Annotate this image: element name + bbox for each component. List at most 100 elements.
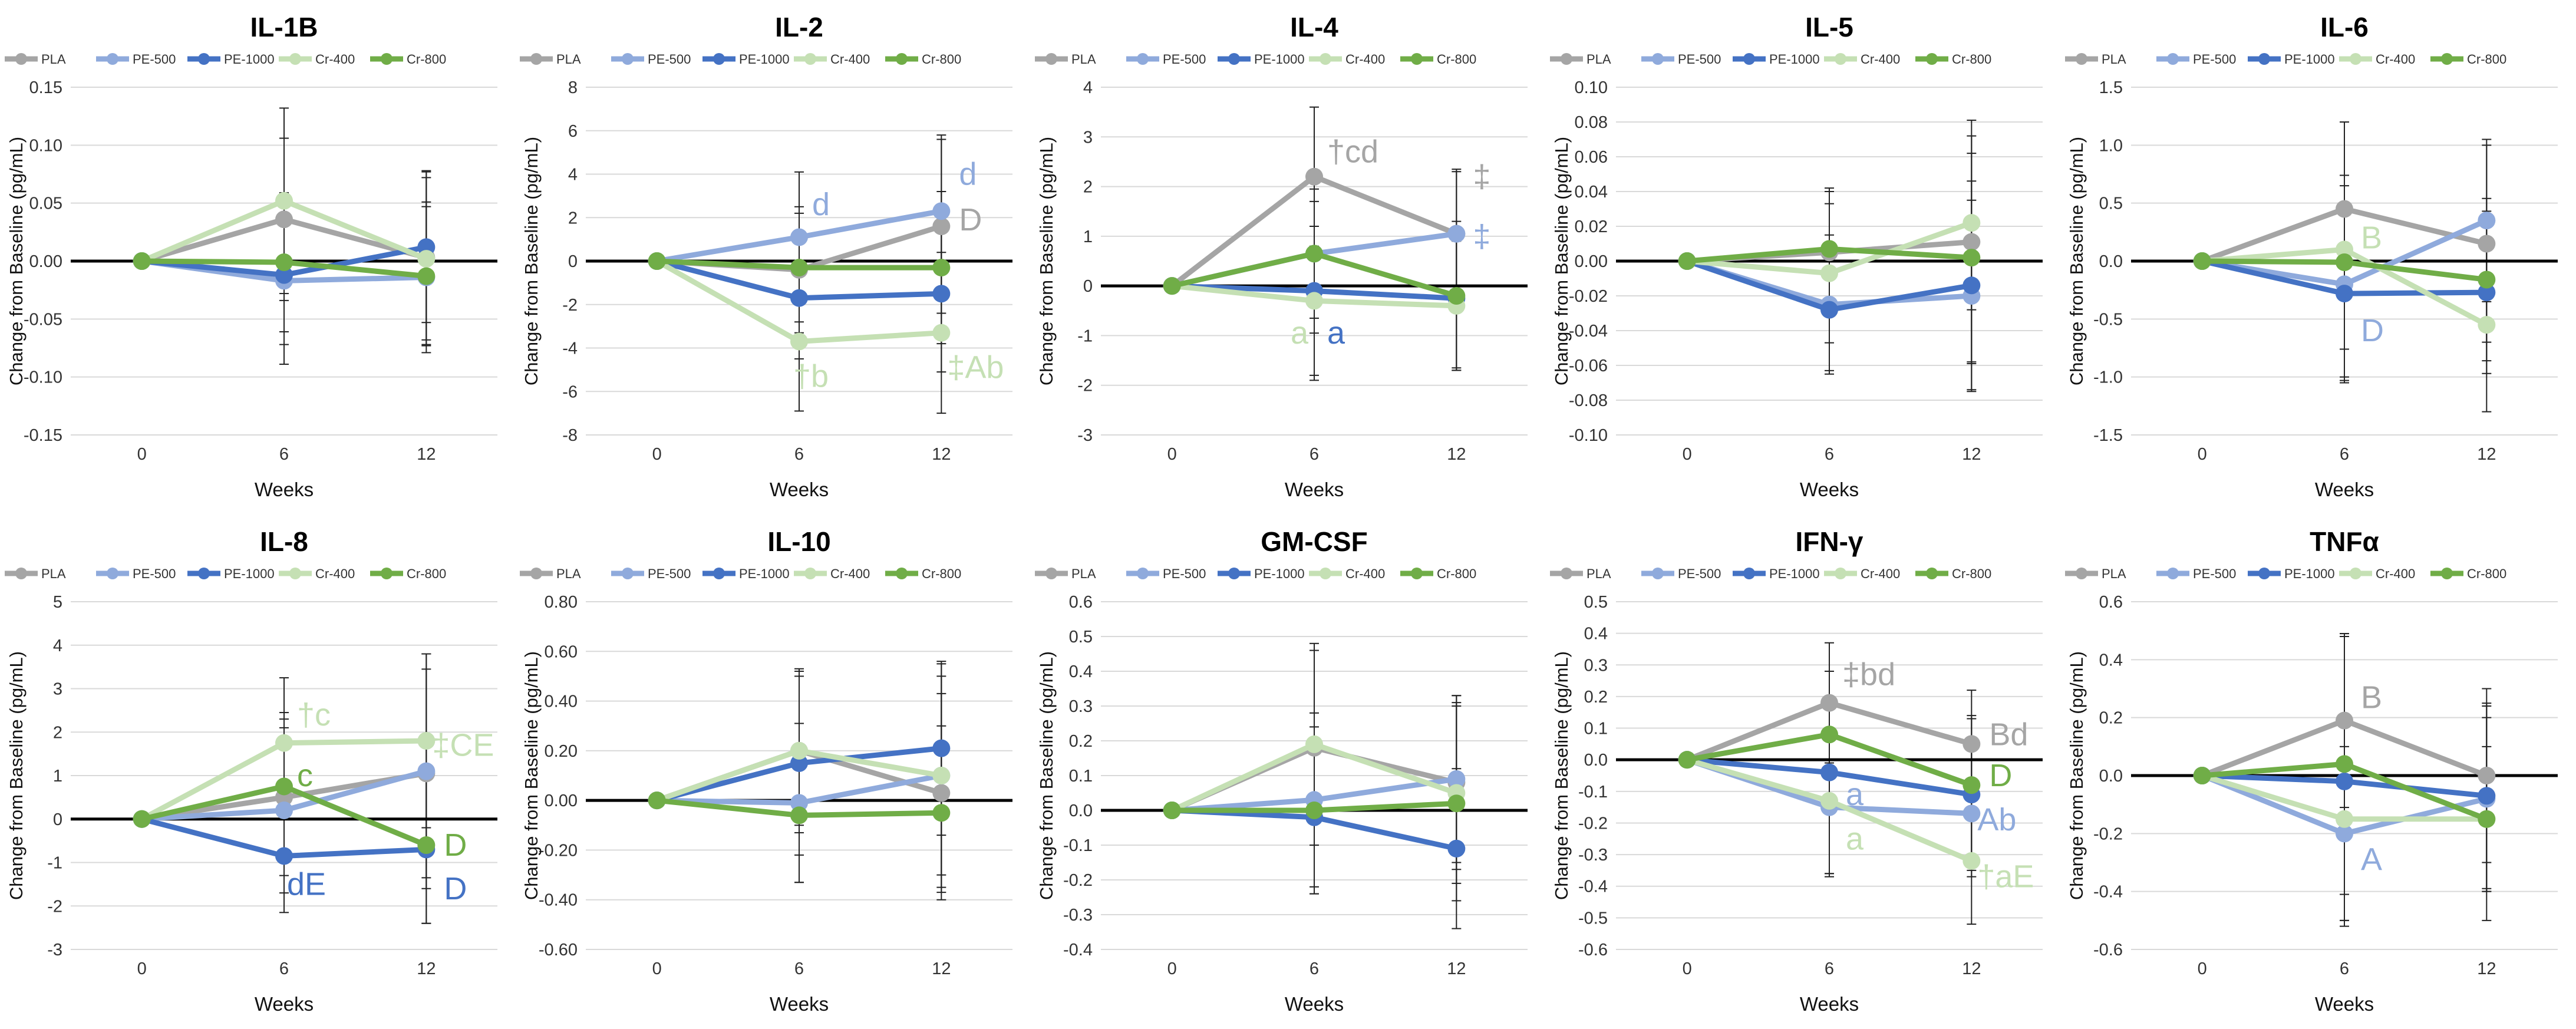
legend: PLA PE-500 PE-1000 Cr-400 Cr-800	[5, 52, 446, 67]
data-point	[2478, 787, 2496, 805]
legend-label: Cr-800	[1437, 566, 1476, 581]
legend-item-cr-800: Cr-800	[1915, 566, 1991, 581]
legend-label: Cr-400	[2376, 566, 2415, 581]
chart-title: IL-1B	[250, 12, 318, 42]
y-tick-label: -0.2	[2093, 824, 2123, 843]
x-axis-title: Weeks	[770, 479, 829, 500]
legend-item-pe-500: PE-500	[611, 566, 691, 581]
legend-label: Cr-800	[407, 566, 446, 581]
legend-item-pla: PLA	[1550, 52, 1611, 67]
y-axis-title: Change from Baseline (pg/mL)	[2066, 651, 2087, 900]
legend-label: PE-1000	[2284, 52, 2335, 67]
y-tick-label: 0.0	[1584, 751, 1608, 770]
legend-item-pe-500: PE-500	[611, 52, 691, 67]
data-point	[2478, 212, 2496, 230]
x-tick-label: 12	[1962, 445, 1981, 464]
x-axis-title: Weeks	[1285, 993, 1344, 1015]
data-point	[1447, 287, 1466, 305]
legend-item-cr-800: Cr-800	[885, 566, 961, 581]
y-tick-label: 0.6	[2099, 593, 2123, 612]
y-tick-label: 2	[568, 209, 578, 227]
data-point	[1447, 225, 1466, 243]
legend-item-cr-400: Cr-400	[1309, 566, 1385, 581]
legend-item-pe-1000: PE-1000	[1218, 566, 1305, 581]
data-point	[1447, 770, 1466, 788]
legend-item-pla: PLA	[2065, 52, 2126, 67]
x-tick-label: 12	[1447, 959, 1466, 978]
data-point	[1820, 240, 1838, 258]
legend-item-cr-800: Cr-800	[1400, 52, 1476, 67]
legend-label: PE-500	[1163, 566, 1206, 581]
data-point	[1678, 252, 1696, 270]
y-tick-label: 0.60	[545, 642, 578, 661]
panel-il-5: IL-5 PLA PE-500 PE-1000 Cr-400 Cr-800 -0.10 -0.…	[1550, 12, 2043, 500]
y-tick-label: 6	[568, 122, 578, 141]
data-point	[275, 777, 293, 796]
legend-label: PE-1000	[1769, 566, 1820, 581]
chart-title: IL-8	[260, 526, 308, 557]
legend-label: PLA	[41, 566, 66, 581]
legend-label: PE-500	[1678, 566, 1721, 581]
panel-il-1b: IL-1B PLA PE-500 PE-1000 Cr-400 Cr-800 -0.15 -0…	[5, 12, 497, 500]
chart-title: IL-4	[1290, 12, 1338, 42]
legend-label: Cr-400	[1345, 52, 1385, 67]
y-tick-label: 0.00	[1575, 252, 1608, 271]
legend-swatch-marker	[622, 53, 634, 65]
data-point	[1447, 794, 1466, 813]
data-point	[2193, 767, 2211, 784]
legend-swatch-marker	[2441, 568, 2453, 579]
legend-label: PLA	[41, 52, 66, 67]
legend-item-cr-800: Cr-800	[885, 52, 961, 67]
legend-swatch-marker	[289, 568, 301, 579]
data-point	[2336, 755, 2353, 773]
chart-title: IL-5	[1805, 12, 1853, 42]
annotation-label: Ab	[1977, 802, 2016, 837]
y-tick-label: 2	[53, 723, 62, 742]
legend-swatch-marker	[2076, 568, 2087, 579]
annotation-label: a	[1846, 777, 1864, 812]
series-cr-800	[2193, 755, 2496, 828]
y-tick-label: 0.3	[1584, 656, 1608, 675]
legend-swatch-marker	[2258, 53, 2270, 65]
legend-swatch-marker	[622, 568, 634, 579]
legend-swatch-marker	[1835, 568, 1846, 579]
y-tick-label: -0.20	[539, 841, 578, 860]
y-tick-label: -0.5	[2093, 310, 2123, 329]
y-tick-label: -3	[1077, 426, 1093, 445]
data-point	[417, 267, 436, 285]
data-point	[275, 734, 293, 752]
annotation-label: D	[2361, 313, 2384, 348]
legend-label: PE-500	[1163, 52, 1206, 67]
data-point	[932, 324, 951, 342]
panel-il-6: IL-6 PLA PE-500 PE-1000 Cr-400 Cr-800 -1.5 -1.0…	[2065, 12, 2558, 500]
y-tick-label: -0.3	[1063, 906, 1093, 925]
legend-item-cr-800: Cr-800	[2430, 566, 2506, 581]
legend-label: PE-500	[1678, 52, 1721, 67]
panel-gm-csf: GM-CSF PLA PE-500 PE-1000 Cr-400 Cr-800 -0.4 -0…	[1035, 526, 1528, 1015]
y-tick-label: -0.10	[1569, 426, 1608, 445]
legend-item-pla: PLA	[1550, 566, 1611, 581]
legend-label: Cr-800	[407, 52, 446, 67]
data-point	[1962, 276, 1981, 295]
legend-item-pla: PLA	[5, 566, 66, 581]
data-point	[2478, 271, 2496, 289]
x-tick-label: 0	[652, 959, 662, 978]
y-tick-label: 0.00	[545, 791, 578, 810]
y-tick-label: 0.0	[2099, 767, 2123, 786]
legend-label: PE-1000	[224, 566, 275, 581]
x-axis-title: Weeks	[2315, 993, 2374, 1015]
y-tick-label: -0.2	[1063, 871, 1093, 890]
legend-label: PE-500	[648, 566, 691, 581]
legend-item-pe-1000: PE-1000	[2248, 52, 2335, 67]
y-tick-label: 0.02	[1575, 217, 1608, 236]
legend-swatch-marker	[15, 568, 27, 579]
x-tick-label: 12	[1447, 445, 1466, 464]
legend-label: PLA	[1071, 52, 1096, 67]
x-tick-label: 6	[1310, 959, 1319, 978]
legend-swatch-marker	[15, 53, 27, 65]
y-tick-label: -3	[47, 941, 62, 959]
y-tick-label: 1.5	[2099, 78, 2123, 97]
legend-swatch-marker	[198, 53, 210, 65]
